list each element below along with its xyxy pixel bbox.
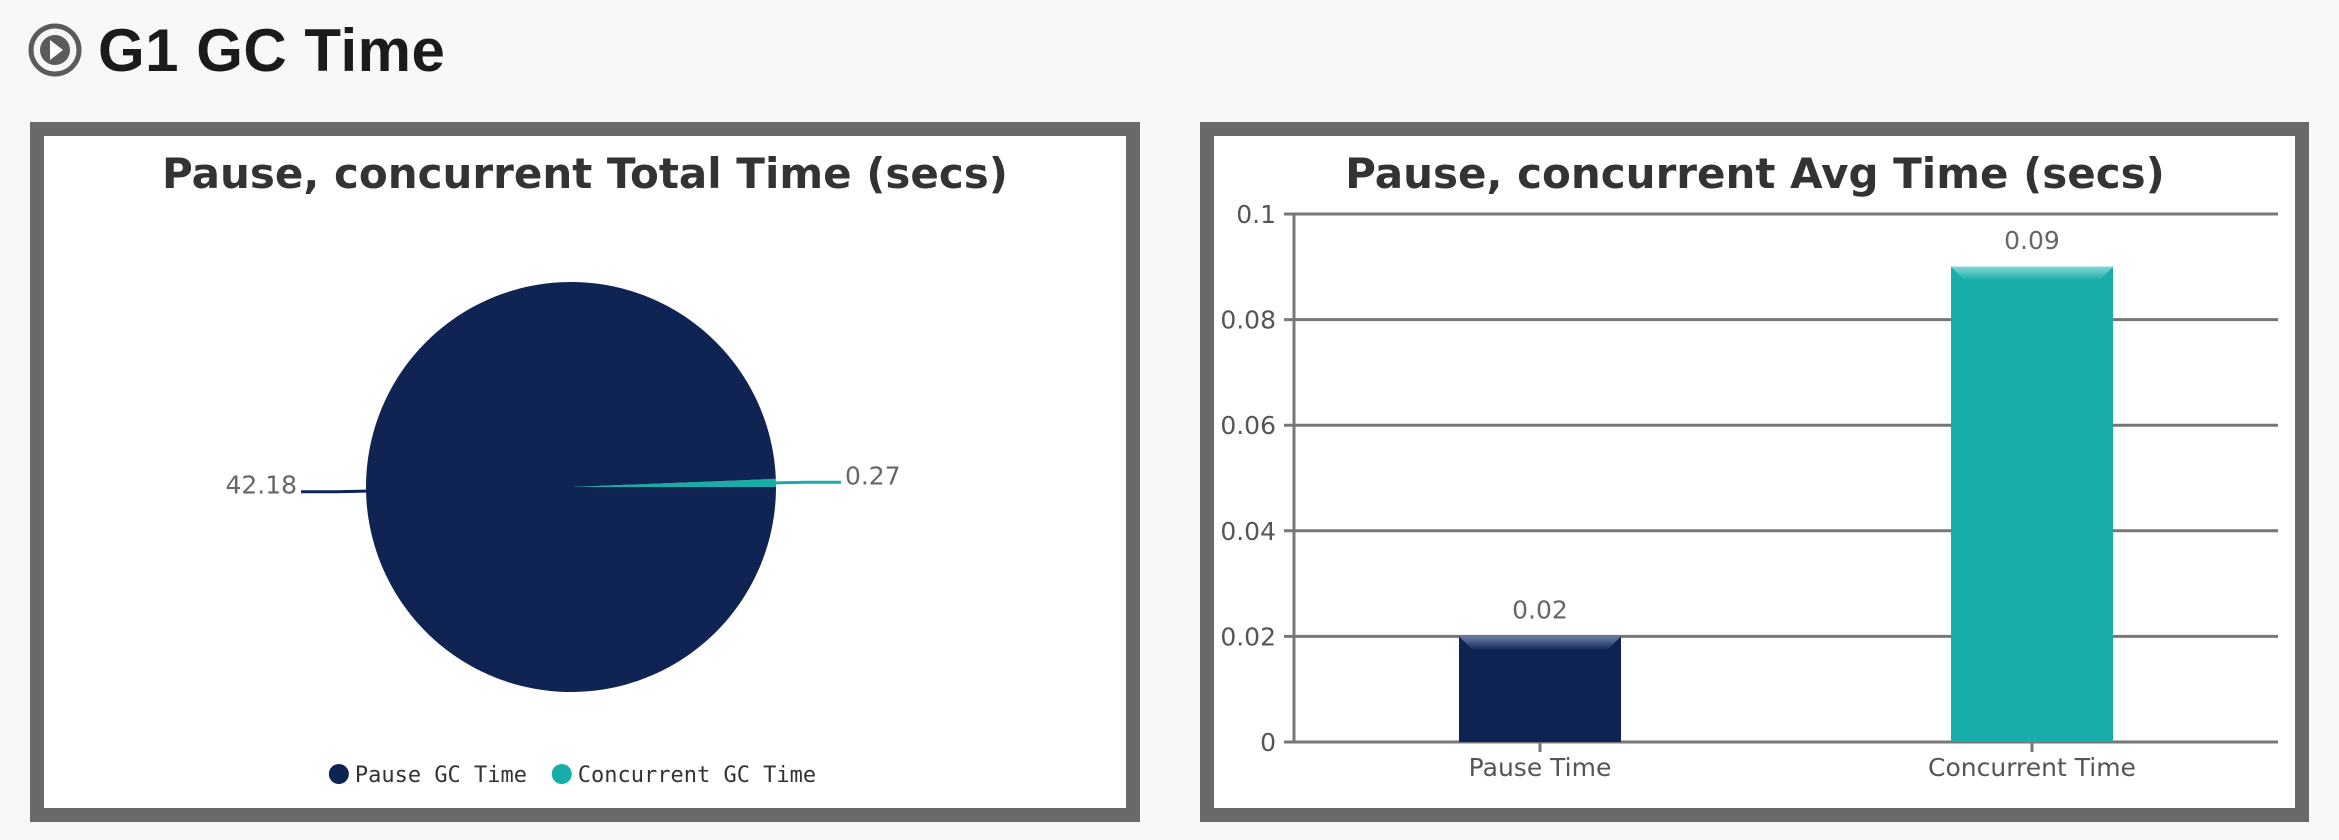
bar-chart-title: Pause, concurrent Avg Time (secs) [1345,149,2165,198]
pie-leader-line [775,480,841,485]
pie-data-label: 0.27 [845,461,901,490]
bar-data-label: 0.02 [1512,595,1568,624]
x-tick-label: Pause Time [1469,753,1612,782]
pie-chart-title: Pause, concurrent Total Time (secs) [162,149,1008,198]
bar-data-label: 0.09 [2004,226,2060,255]
y-tick-label: 0.08 [1220,306,1276,335]
legend-swatch [551,764,572,784]
pie-leader-line [301,489,367,494]
legend-entry[interactable]: Concurrent GC Time [578,763,816,788]
pie-chart: Pause, concurrent Total Time (secs) 0.27… [162,149,1008,788]
y-tick-label: 0.1 [1236,200,1276,229]
bar-concurrent-time [1951,266,2113,742]
page-header: G1 GC Time [28,14,445,86]
pie-data-label: 42.18 [225,471,297,500]
bar-chart-panel: Pause, concurrent Avg Time (secs) 0 0.02 0… [1200,122,2309,822]
legend-swatch [328,764,349,784]
y-tick-label: 0.02 [1220,622,1276,651]
pie-slice-pause-gc-time [366,282,776,693]
compass-icon [28,23,82,77]
y-tick-label: 0 [1260,728,1276,757]
y-tick-label: 0.06 [1220,411,1276,440]
x-tick-label: Concurrent Time [1928,753,2136,782]
bar-chart: Pause, concurrent Avg Time (secs) 0 0.02 0… [1220,149,2278,782]
page-title: G1 GC Time [98,16,446,84]
pie-slice-concurrent-gc-time [571,478,776,487]
y-tick-label: 0.04 [1220,517,1276,546]
legend-entry[interactable]: Pause GC Time [355,763,527,788]
pie-chart-panel: Pause, concurrent Total Time (secs) 0.27… [30,122,1140,822]
bar-pause-time [1459,636,1621,742]
